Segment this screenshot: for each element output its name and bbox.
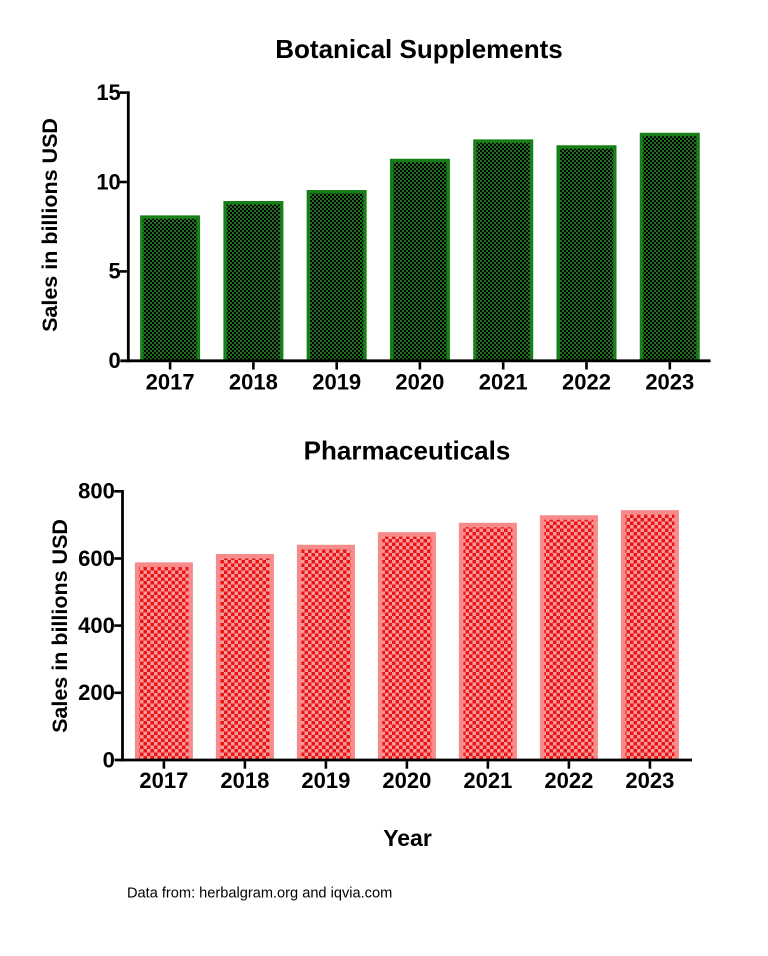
svg-text:2020: 2020 <box>395 370 444 395</box>
svg-text:5: 5 <box>109 259 121 284</box>
svg-text:2021: 2021 <box>463 768 512 793</box>
svg-text:2019: 2019 <box>301 768 350 793</box>
svg-text:15: 15 <box>96 80 120 105</box>
svg-text:2018: 2018 <box>229 370 278 395</box>
svg-text:2020: 2020 <box>382 768 431 793</box>
svg-text:400: 400 <box>78 613 115 638</box>
svg-text:2017: 2017 <box>146 370 195 395</box>
svg-text:Sales in billions USD: Sales in billions USD <box>38 118 62 332</box>
svg-text:0: 0 <box>109 348 121 373</box>
svg-text:2019: 2019 <box>312 370 361 395</box>
svg-text:2018: 2018 <box>220 768 269 793</box>
svg-text:Year: Year <box>383 825 432 851</box>
svg-text:0: 0 <box>103 747 115 772</box>
svg-text:2017: 2017 <box>139 768 188 793</box>
svg-text:200: 200 <box>78 680 115 705</box>
svg-text:2023: 2023 <box>625 768 674 793</box>
svg-text:Botanical Supplements: Botanical Supplements <box>275 34 563 64</box>
svg-text:2022: 2022 <box>562 370 611 395</box>
svg-text:Data from: herbalgram.org and: Data from: herbalgram.org and iqvia.com <box>127 886 392 902</box>
svg-text:2021: 2021 <box>479 370 528 395</box>
svg-text:Sales in billions USD: Sales in billions USD <box>48 519 72 733</box>
svg-text:2022: 2022 <box>544 768 593 793</box>
svg-text:Pharmaceuticals: Pharmaceuticals <box>304 436 511 466</box>
svg-text:2023: 2023 <box>645 370 694 395</box>
svg-text:10: 10 <box>96 169 120 194</box>
svg-text:800: 800 <box>78 479 115 504</box>
svg-text:600: 600 <box>78 546 115 571</box>
